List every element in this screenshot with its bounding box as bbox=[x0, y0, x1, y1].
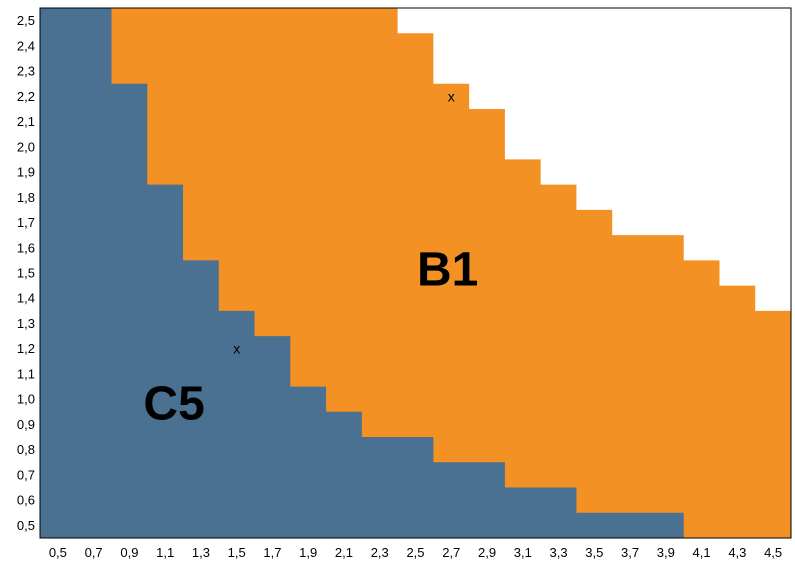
region-label-c5: C5 bbox=[143, 377, 204, 430]
point-marker: x bbox=[233, 341, 240, 357]
x-tick-label: 0,7 bbox=[85, 545, 103, 560]
point-marker: x bbox=[448, 88, 455, 104]
y-tick-label: 1,7 bbox=[17, 215, 35, 230]
y-tick-label: 0,8 bbox=[17, 442, 35, 457]
y-tick-label: 1,2 bbox=[17, 341, 35, 356]
x-tick-label: 1,7 bbox=[263, 545, 281, 560]
x-tick-label: 1,5 bbox=[228, 545, 246, 560]
y-tick-label: 2,1 bbox=[17, 114, 35, 129]
x-tick-label: 3,9 bbox=[657, 545, 675, 560]
x-tick-label: 3,3 bbox=[550, 545, 568, 560]
x-tick-label: 3,5 bbox=[585, 545, 603, 560]
plot-border bbox=[39, 7, 792, 539]
x-tick-label: 1,3 bbox=[192, 545, 210, 560]
x-tick-label: 1,9 bbox=[299, 545, 317, 560]
y-tick-label: 0,5 bbox=[17, 518, 35, 533]
region-c5-left-strip bbox=[40, 8, 112, 538]
plot-area bbox=[40, 8, 792, 538]
x-tick-label: 2,7 bbox=[442, 545, 460, 560]
region-label-b1: B1 bbox=[417, 244, 478, 297]
y-tick-label: 2,2 bbox=[17, 89, 35, 104]
y-tick-label: 1,6 bbox=[17, 240, 35, 255]
y-axis-ticks: 0,5 0,6 0,7 0,8 0,9 1,0 1,1 1,2 1,3 1,4 1,5 1,6 1,7 1… bbox=[17, 13, 35, 533]
x-tick-label: 2,9 bbox=[478, 545, 496, 560]
y-tick-label: 0,6 bbox=[17, 493, 35, 508]
x-tick-label: 4,1 bbox=[693, 545, 711, 560]
x-tick-label: 2,1 bbox=[335, 545, 353, 560]
x-tick-label: 3,7 bbox=[621, 545, 639, 560]
y-tick-label: 1,0 bbox=[17, 392, 35, 407]
region-labels: B1 C5 bbox=[143, 244, 478, 431]
point-markers: xx bbox=[233, 88, 455, 356]
x-tick-label: 4,3 bbox=[728, 545, 746, 560]
y-tick-label: 1,9 bbox=[17, 165, 35, 180]
x-tick-label: 2,3 bbox=[371, 545, 389, 560]
x-axis-ticks: 0,5 0,7 0,9 1,1 1,3 1,5 1,7 1,9 2,1 2,3 2,5 2,7 2,9 3… bbox=[49, 545, 782, 560]
x-tick-label: 3,1 bbox=[514, 545, 532, 560]
x-tick-label: 2,5 bbox=[406, 545, 424, 560]
x-tick-label: 1,1 bbox=[156, 545, 174, 560]
y-tick-label: 1,1 bbox=[17, 366, 35, 381]
y-tick-label: 0,9 bbox=[17, 417, 35, 432]
y-tick-label: 2,4 bbox=[17, 38, 35, 53]
y-tick-label: 1,8 bbox=[17, 190, 35, 205]
plot-frame bbox=[39, 7, 792, 539]
y-tick-label: 2,0 bbox=[17, 139, 35, 154]
y-tick-label: 2,3 bbox=[17, 64, 35, 79]
y-tick-label: 2,5 bbox=[17, 13, 35, 28]
y-tick-label: 1,5 bbox=[17, 266, 35, 281]
y-tick-label: 1,4 bbox=[17, 291, 35, 306]
x-tick-label: 0,9 bbox=[120, 545, 138, 560]
x-tick-label: 4,5 bbox=[764, 545, 782, 560]
y-tick-label: 0,7 bbox=[17, 467, 35, 482]
region-c5-area bbox=[111, 83, 684, 538]
x-tick-label: 0,5 bbox=[49, 545, 67, 560]
y-tick-label: 1,3 bbox=[17, 316, 35, 331]
